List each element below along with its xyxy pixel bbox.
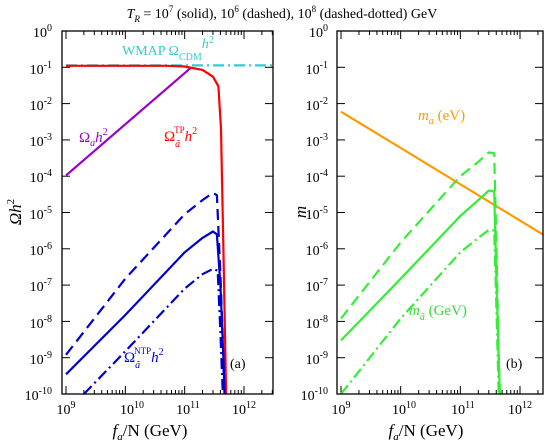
y-tick-label: 100 [309, 23, 328, 41]
series-m-atilde-1e8 [340, 228, 500, 394]
y-tick-label: 100 [33, 23, 52, 41]
annotation-m-a: ma (eV) [418, 108, 465, 127]
y-tick-label: 10-2 [306, 96, 328, 114]
panel-a-frame [61, 30, 274, 395]
panel-a-label: (a) [230, 357, 246, 372]
y-tick-label: 10-10 [25, 386, 52, 404]
x-tick-label: 1012 [232, 400, 256, 418]
y-tick-label: 10-5 [306, 205, 328, 223]
x-tick-label: 1012 [508, 400, 532, 418]
series-m-atilde-1e7 [340, 189, 501, 394]
panel-b-frame [336, 30, 544, 395]
x-tick-label: 1011 [176, 400, 200, 418]
x-tick-label: 109 [57, 400, 76, 418]
annotation-wmap: WMAP ΩCDMh2 [122, 35, 214, 63]
panel-b-curves [340, 110, 543, 394]
panel-b-x-axis-title: fa/N (GeV) [389, 421, 464, 442]
y-tick-label: 10-7 [30, 277, 52, 295]
y-tick-label: 10-6 [30, 241, 52, 259]
y-tick-label: 10-3 [30, 132, 52, 150]
y-tick-label: 10-6 [306, 241, 328, 259]
x-tick-label: 1010 [392, 400, 416, 418]
x-tick-label: 1010 [120, 400, 144, 418]
y-tick-label: 10-5 [30, 205, 52, 223]
annotation-omega-a: Ωah2 [79, 127, 108, 149]
series-m-atilde-1e6 [340, 151, 501, 394]
annotation-m-atilde: mã (GeV) [409, 303, 467, 323]
panel-b-y-axis-title: m [291, 206, 310, 218]
panel-b: 100 10-1 10-2 10-3 10-4 10-5 10-6 10-7 1… [291, 23, 544, 442]
series-m-a-line [340, 110, 543, 236]
series-omega-a [65, 66, 193, 177]
panel-a-x-tick-labels: 109 1010 1011 1012 [57, 400, 257, 418]
series-omega-ntp-1e6 [65, 191, 226, 394]
x-tick-label: 1011 [451, 400, 475, 418]
y-tick-label: 10-7 [306, 277, 328, 295]
x-tick-label: 109 [332, 400, 351, 418]
annotation-omega-ntp: ΩãNTPh2 [124, 346, 164, 371]
y-tick-label: 10-4 [306, 168, 328, 186]
panel-a-y-axis-title: Ωh2 [5, 199, 25, 225]
panel-a-curves [65, 64, 273, 394]
panel-b-x-tick-labels: 109 1010 1011 1012 [332, 400, 533, 418]
y-tick-label: 10-9 [306, 350, 328, 368]
y-tick-label: 10-1 [30, 60, 52, 78]
figure-title: TR = 107 (solid), 106 (dashed), 108 (das… [127, 4, 438, 24]
y-tick-label: 10-8 [306, 314, 328, 332]
y-tick-label: 10-8 [30, 314, 52, 332]
panel-b-ticks [337, 30, 543, 395]
panel-b-label: (b) [506, 357, 523, 372]
panel-a-ticks [62, 30, 273, 395]
series-omega-ntp-1e8 [83, 267, 224, 394]
y-tick-label: 10-1 [306, 60, 328, 78]
y-tick-label: 10-10 [301, 386, 328, 404]
panel-a-x-axis-title: fa/N (GeV) [113, 421, 188, 442]
annotation-omega-tp: ΩãTPh2 [164, 125, 197, 150]
y-tick-label: 10-4 [30, 168, 52, 186]
y-tick-label: 10-3 [306, 132, 328, 150]
y-tick-label: 10-2 [30, 96, 52, 114]
panel-b-y-tick-labels: 100 10-1 10-2 10-3 10-4 10-5 10-6 10-7 1… [301, 23, 328, 404]
panel-a: 100 10-1 10-2 10-3 10-4 10-5 10-6 10-7 1… [5, 23, 274, 442]
panel-a-y-tick-labels: 100 10-1 10-2 10-3 10-4 10-5 10-6 10-7 1… [25, 23, 52, 404]
series-omega-tp-1e7 [66, 64, 228, 394]
y-tick-label: 10-9 [30, 350, 52, 368]
